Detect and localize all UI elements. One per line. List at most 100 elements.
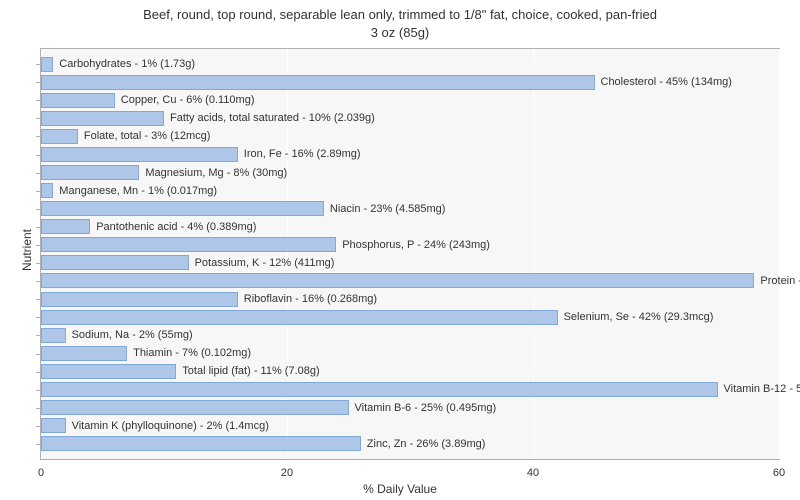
y-tick-mark: [36, 136, 41, 137]
bar-row: Cholesterol - 45% (134mg): [41, 73, 779, 91]
bar: [41, 165, 139, 180]
bar-label: Iron, Fe - 16% (2.89mg): [238, 146, 361, 162]
bar: [41, 400, 349, 415]
y-tick-mark: [36, 64, 41, 65]
gridline: [779, 49, 780, 459]
bar: [41, 346, 127, 361]
bar: [41, 328, 66, 343]
bar: [41, 364, 176, 379]
bar: [41, 129, 78, 144]
bar: [41, 75, 595, 90]
bar: [41, 418, 66, 433]
bar-row: Copper, Cu - 6% (0.110mg): [41, 91, 779, 109]
bar: [41, 147, 238, 162]
bar-label: Fatty acids, total saturated - 10% (2.03…: [164, 110, 375, 126]
bars-container: Carbohydrates - 1% (1.73g) Cholesterol - …: [41, 55, 779, 453]
bar-label: Selenium, Se - 42% (29.3mcg): [558, 309, 714, 325]
bar-label: Total lipid (fat) - 11% (7.08g): [176, 363, 319, 379]
x-tick: 40: [527, 467, 539, 479]
bar-row: Riboflavin - 16% (0.268mg): [41, 290, 779, 308]
chart-title-line2: 3 oz (85g): [371, 25, 430, 40]
bar-row: Sodium, Na - 2% (55mg): [41, 326, 779, 344]
bar: [41, 310, 558, 325]
bar: [41, 201, 324, 216]
bar-label: Riboflavin - 16% (0.268mg): [238, 291, 377, 307]
x-tick: 60: [773, 467, 785, 479]
bar-label: Potassium, K - 12% (411mg): [189, 255, 335, 271]
plot-area: Carbohydrates - 1% (1.73g) Cholesterol - …: [40, 48, 780, 460]
y-tick-mark: [36, 317, 41, 318]
bar-row: Vitamin K (phylloquinone) - 2% (1.4mcg): [41, 417, 779, 435]
y-tick-mark: [36, 209, 41, 210]
bar-row: Iron, Fe - 16% (2.89mg): [41, 145, 779, 163]
x-tick: 20: [281, 467, 293, 479]
bar-label: Vitamin B-6 - 25% (0.495mg): [349, 400, 497, 416]
bar-row: Niacin - 23% (4.585mg): [41, 200, 779, 218]
bar-label: Vitamin K (phylloquinone) - 2% (1.4mcg): [66, 418, 269, 434]
bar-row: Vitamin B-6 - 25% (0.495mg): [41, 398, 779, 416]
bar: [41, 273, 754, 288]
bar-label: Folate, total - 3% (12mcg): [78, 128, 211, 144]
y-tick-mark: [36, 245, 41, 246]
bar-row: Vitamin B-12 - 55% (3.32mcg): [41, 380, 779, 398]
x-tick: 0: [38, 467, 44, 479]
y-tick-mark: [36, 281, 41, 282]
bar: [41, 57, 53, 72]
bar-row: Total lipid (fat) - 11% (7.08g): [41, 362, 779, 380]
y-tick-mark: [36, 335, 41, 336]
bar-row: Fatty acids, total saturated - 10% (2.03…: [41, 109, 779, 127]
x-axis-label: % Daily Value: [0, 482, 800, 496]
bar: [41, 183, 53, 198]
y-tick-mark: [36, 408, 41, 409]
bar-row: Folate, total - 3% (12mcg): [41, 127, 779, 145]
bar-label: Protein - 58% (28.84g): [754, 273, 800, 289]
y-tick-mark: [36, 444, 41, 445]
bar-label: Carbohydrates - 1% (1.73g): [53, 56, 195, 72]
y-tick-mark: [36, 100, 41, 101]
bar-row: Protein - 58% (28.84g): [41, 272, 779, 290]
y-tick-mark: [36, 227, 41, 228]
bar-row: Potassium, K - 12% (411mg): [41, 254, 779, 272]
y-tick-mark: [36, 426, 41, 427]
bar-label: Cholesterol - 45% (134mg): [595, 74, 732, 90]
bar-row: Phosphorus, P - 24% (243mg): [41, 236, 779, 254]
y-tick-mark: [36, 263, 41, 264]
bar-label: Copper, Cu - 6% (0.110mg): [115, 92, 255, 108]
bar-row: Selenium, Se - 42% (29.3mcg): [41, 308, 779, 326]
bar: [41, 219, 90, 234]
bar-row: Pantothenic acid - 4% (0.389mg): [41, 218, 779, 236]
chart-title: Beef, round, top round, separable lean o…: [0, 6, 800, 41]
bar-label: Phosphorus, P - 24% (243mg): [336, 237, 490, 253]
y-tick-mark: [36, 155, 41, 156]
bar: [41, 93, 115, 108]
bar-row: Zinc, Zn - 26% (3.89mg): [41, 435, 779, 453]
y-tick-mark: [36, 82, 41, 83]
bar-label: Zinc, Zn - 26% (3.89mg): [361, 436, 486, 452]
bar: [41, 237, 336, 252]
y-axis-label: Nutrient: [20, 229, 34, 271]
y-tick-mark: [36, 299, 41, 300]
y-tick-mark: [36, 173, 41, 174]
bar: [41, 255, 189, 270]
bar: [41, 382, 718, 397]
y-tick-mark: [36, 372, 41, 373]
bar-row: Thiamin - 7% (0.102mg): [41, 344, 779, 362]
bar-row: Carbohydrates - 1% (1.73g): [41, 55, 779, 73]
bar-label: Magnesium, Mg - 8% (30mg): [139, 165, 287, 181]
y-tick-mark: [36, 390, 41, 391]
chart-title-line1: Beef, round, top round, separable lean o…: [143, 7, 657, 22]
bar-row: Manganese, Mn - 1% (0.017mg): [41, 182, 779, 200]
y-tick-mark: [36, 191, 41, 192]
y-tick-mark: [36, 118, 41, 119]
bar: [41, 111, 164, 126]
bar-label: Niacin - 23% (4.585mg): [324, 201, 446, 217]
bar-label: Pantothenic acid - 4% (0.389mg): [90, 219, 256, 235]
nutrient-chart: Beef, round, top round, separable lean o…: [0, 0, 800, 500]
bar-label: Thiamin - 7% (0.102mg): [127, 345, 251, 361]
bar-row: Magnesium, Mg - 8% (30mg): [41, 163, 779, 181]
y-tick-mark: [36, 354, 41, 355]
bar: [41, 436, 361, 451]
bar-label: Manganese, Mn - 1% (0.017mg): [53, 183, 217, 199]
bar-label: Vitamin B-12 - 55% (3.32mcg): [718, 381, 800, 397]
bar-label: Sodium, Na - 2% (55mg): [66, 327, 193, 343]
